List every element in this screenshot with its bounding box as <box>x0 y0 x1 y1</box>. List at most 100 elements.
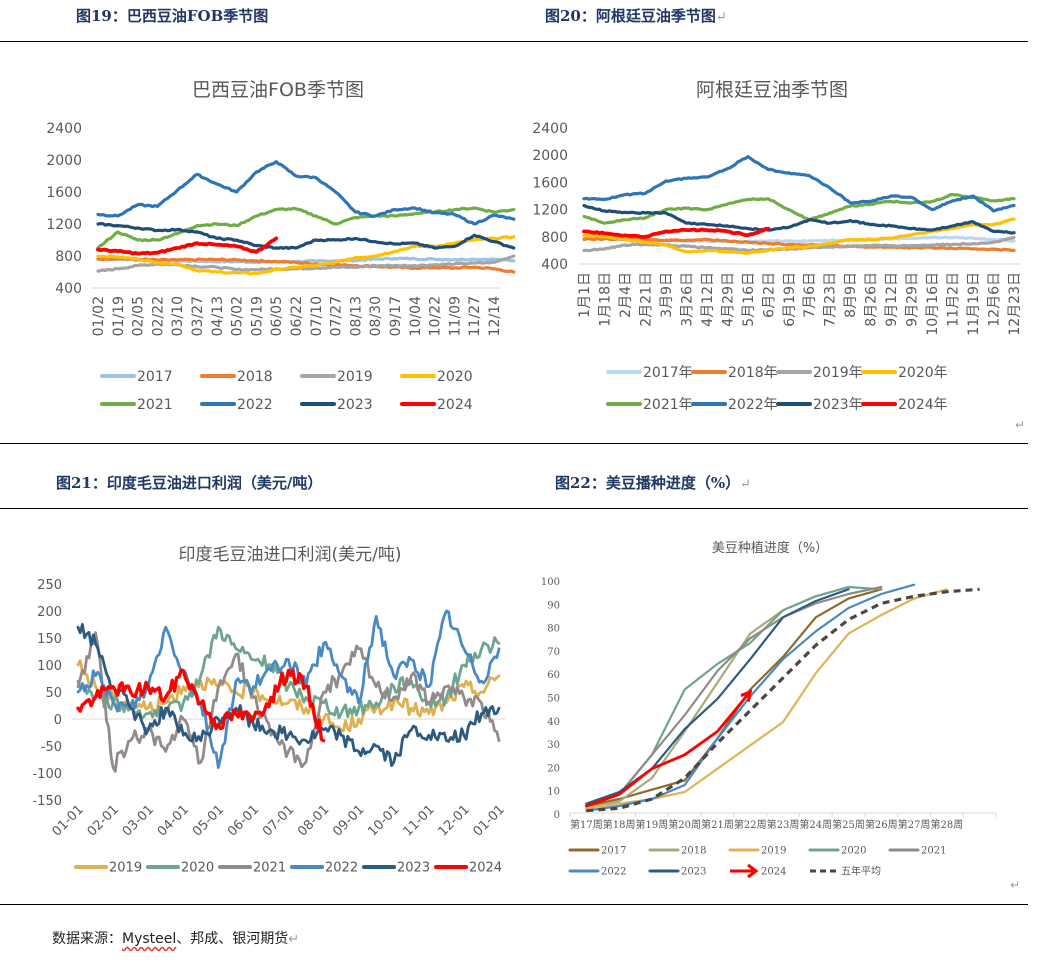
legend-label: 2021年 <box>643 397 693 413</box>
series-line-2024 <box>96 236 279 256</box>
y-tick-label: 2400 <box>46 121 82 137</box>
y-tick-label: 30 <box>547 740 560 751</box>
y-tick-label: 50 <box>547 694 560 705</box>
x-tick-label: 03/10 <box>170 296 186 336</box>
x-tick-label: 07/10 <box>309 296 325 336</box>
legend-label: 2020 <box>181 861 214 876</box>
x-tick-label: 7月23日 <box>823 272 839 327</box>
legend-item: 2022年 <box>691 397 778 413</box>
legend-label: 2021 <box>253 861 286 876</box>
x-tick-label: 第18周 <box>603 818 636 831</box>
x-tick-label: 1月1日 <box>577 272 593 318</box>
legend-item: 2018年 <box>691 365 778 381</box>
legend-label: 2017 <box>137 369 173 385</box>
x-tick-label: 10/04 <box>408 296 424 336</box>
y-tick-label: -50 <box>41 740 62 755</box>
legend-label: 2020 <box>841 846 866 857</box>
argentina-chart: 阿根廷豆油季节图 400 800 1200 1600 2000 2400 1月1日 1月18日 2… <box>520 60 1040 430</box>
y-tick-label: 1200 <box>46 217 82 233</box>
x-tick-label: 第23周 <box>767 818 800 831</box>
x-tick-label: 11月19日 <box>966 272 982 336</box>
legend-label: 2023 <box>681 867 706 878</box>
series-line-2021 <box>96 206 516 250</box>
caption-text: 图19：巴西豆油FOB季节图 <box>76 7 269 25</box>
legend-label: 2023 <box>397 861 430 876</box>
legend-item: 2020年 <box>861 365 948 381</box>
legend-label: 2021 <box>921 846 946 857</box>
legend-label: 2019 <box>761 846 786 857</box>
x-tick-label: 09-01 <box>330 802 367 839</box>
legend-label: 2020 <box>437 369 473 385</box>
x-tick-label: 12月23日 <box>1007 272 1023 336</box>
legend-item: 2019 <box>74 861 142 876</box>
x-tick-label: 6月19日 <box>782 272 798 327</box>
x-tick-label: 8月9日 <box>843 272 859 318</box>
legend-item: 2019 <box>300 369 373 385</box>
legend-label: 五年平均 <box>841 865 881 878</box>
x-tick-label: 3月9日 <box>659 272 675 318</box>
series-line-2020年 <box>582 217 1016 255</box>
x-tick-label: 02/05 <box>131 296 147 336</box>
x-tick-label: 06/05 <box>269 296 285 336</box>
x-tick-label: 05-01 <box>190 802 227 839</box>
y-tick-label: 80 <box>547 624 560 635</box>
series-line-2023年 <box>582 203 1016 235</box>
y-tick-label: 150 <box>37 632 62 647</box>
chart-title: 巴西豆油FOB季节图 <box>192 79 364 101</box>
x-tick-label: 12-01 <box>435 802 472 839</box>
legend-item: 2024 <box>434 861 502 876</box>
x-tick-label: 第25周 <box>832 818 865 831</box>
india-chart: 印度毛豆油进口利润(美元/吨) -150 -100 -50 0 50 100 150 200 25… <box>0 530 520 890</box>
india-chart-svg: 印度毛豆油进口利润(美元/吨) -150 -100 -50 0 50 100 150 200 25… <box>32 545 507 876</box>
x-tick-label: 5月16日 <box>741 272 757 327</box>
legend-label: 2019年 <box>813 365 863 381</box>
paragraph-mark: ↵ <box>1015 418 1026 432</box>
y-tick-label: 2400 <box>532 121 568 137</box>
arrow-head-icon <box>740 689 753 702</box>
legend-label: 2023年 <box>813 397 863 413</box>
y-tick-label: 1600 <box>46 185 82 201</box>
figure-21-caption: 图21：印度毛豆油进口利润（美元/吨） <box>56 472 322 493</box>
us-planting-chart: 美豆种植进度（%） 0 10 20 30 40 50 60 70 80 90 100 第17周 第18周第… <box>530 530 1030 890</box>
x-tick-label: 01/19 <box>111 296 127 336</box>
data-source-note: 数据来源：Mysteel、邦成、银河期货↵ <box>52 928 299 948</box>
legend-label: 2019 <box>109 861 142 876</box>
x-tick-label: 12/14 <box>487 296 503 336</box>
figure-20-caption: 图20：阿根廷豆油季节图↵ <box>545 5 727 26</box>
x-tick-label: 10月16日 <box>925 272 941 336</box>
legend-item: 2022 <box>200 397 273 413</box>
x-tick-label: 8月26日 <box>864 272 880 327</box>
series-line-2022年 <box>582 155 1016 213</box>
source-mysteel: Mysteel <box>122 931 177 947</box>
y-tick-label: 10 <box>547 787 560 798</box>
y-tick-label: -150 <box>32 794 62 809</box>
legend-item: 2022 <box>290 861 358 876</box>
x-tick-label: 11/27 <box>467 296 483 336</box>
x-tick-label: 9月29日 <box>905 272 921 327</box>
caption-text: 图20：阿根廷豆油季节图 <box>545 7 716 25</box>
legend-label: 2024 <box>469 861 502 876</box>
chart-title: 美豆种植进度（%） <box>712 540 828 556</box>
legend-item: 2023 <box>362 861 430 876</box>
x-tick-label: 7月6日 <box>802 272 818 318</box>
argentina-chart-svg: 阿根廷豆油季节图 400 800 1200 1600 2000 2400 1月1日 1月18日 2… <box>532 79 1023 413</box>
y-tick-label: 1200 <box>532 203 568 219</box>
series-line-2023 <box>585 588 850 805</box>
x-tick-label: 08-01 <box>295 802 332 839</box>
legend-label: 2022年 <box>728 397 778 413</box>
paragraph-mark: ↵ <box>1010 878 1021 892</box>
series-line-2024 <box>76 668 326 743</box>
chart-title: 印度毛豆油进口利润(美元/吨) <box>179 545 402 565</box>
y-tick-label: 70 <box>547 647 560 658</box>
y-tick-label: 0 <box>54 713 62 728</box>
legend-label: 2021 <box>137 397 173 413</box>
series-line-2023 <box>76 622 501 767</box>
x-tick-label: 12月6日 <box>987 272 1003 327</box>
y-tick-label: 400 <box>55 281 82 297</box>
y-tick-label: 90 <box>547 600 560 611</box>
x-tick-label: 第26周 <box>865 818 898 831</box>
legend-label: 2022 <box>237 397 273 413</box>
legend-label: 2020年 <box>898 365 948 381</box>
legend-item: 2024年 <box>861 397 948 413</box>
divider <box>0 904 1028 905</box>
